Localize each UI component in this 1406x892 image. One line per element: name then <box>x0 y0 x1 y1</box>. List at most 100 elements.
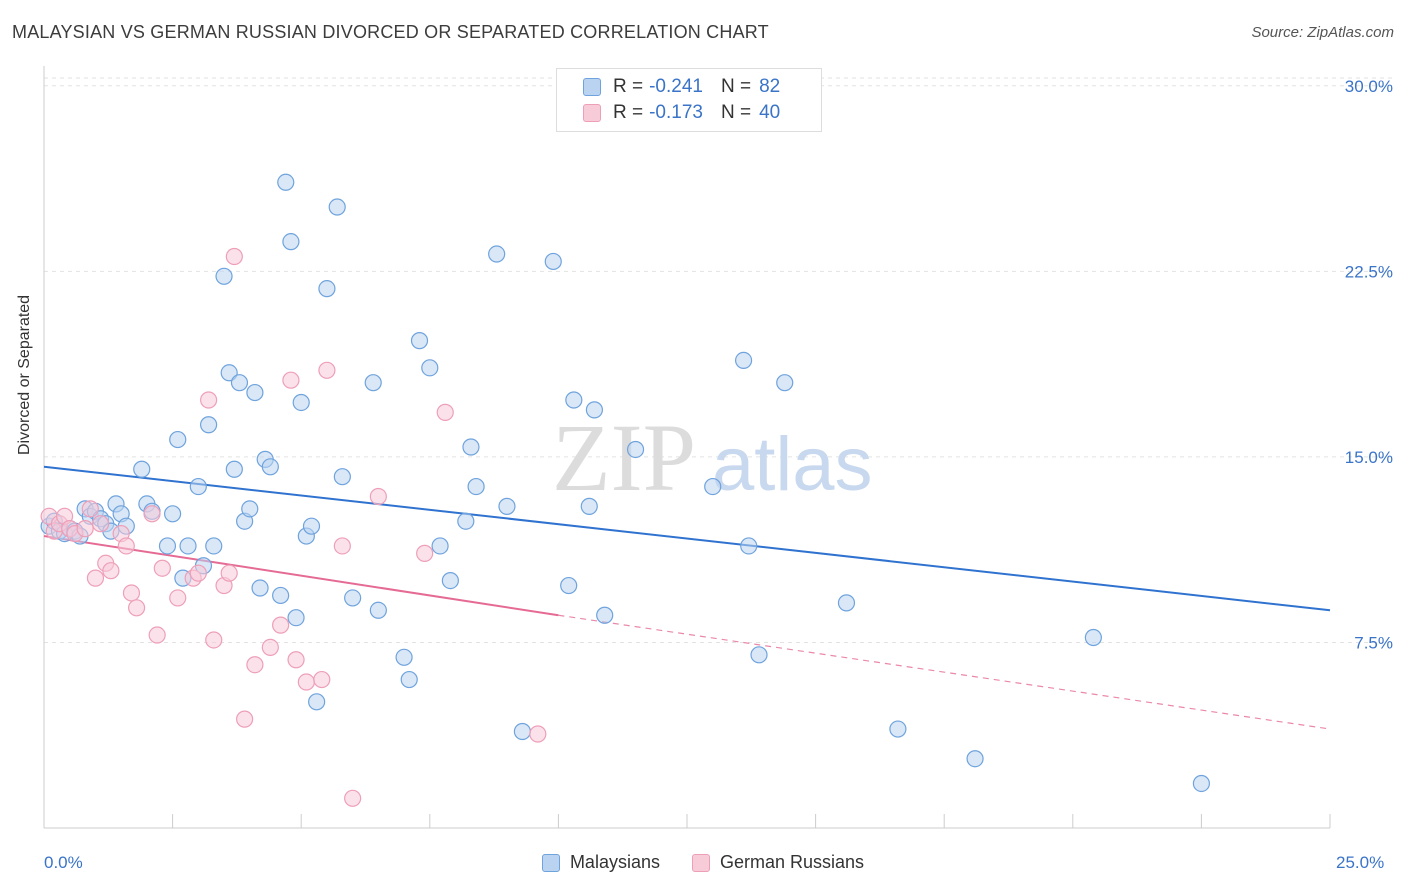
point-german-russians <box>143 505 161 523</box>
legend-label-german-russians: German Russians <box>719 852 865 872</box>
point-malaysians <box>282 233 300 251</box>
x-tick-label-min: 0.0% <box>44 853 83 872</box>
axis-layer <box>43 66 1331 829</box>
point-malaysians <box>333 468 351 486</box>
y-tick-label: 30.0% <box>1345 77 1393 96</box>
point-malaysians <box>462 438 480 456</box>
point-malaysians <box>179 537 197 555</box>
point-malaysians <box>364 374 382 392</box>
point-german-russians <box>344 789 362 807</box>
point-german-russians <box>102 562 120 580</box>
point-german-russians <box>225 247 243 266</box>
point-malaysians <box>292 393 310 412</box>
point-malaysians <box>272 586 290 605</box>
source-label: Source: ZipAtlas.com <box>1251 24 1394 41</box>
point-malaysians <box>261 458 279 476</box>
legend-n-value: 40 <box>759 102 781 123</box>
point-malaysians <box>302 517 321 535</box>
point-malaysians <box>421 359 439 377</box>
point-german-russians <box>153 559 171 577</box>
legend-n-label: N = <box>720 102 752 123</box>
point-german-russians <box>91 515 110 533</box>
point-german-russians <box>122 584 141 602</box>
point-malaysians <box>1084 628 1102 647</box>
point-malaysians <box>596 606 614 624</box>
watermark-atlas: atlas <box>712 422 873 507</box>
point-german-russians <box>148 626 166 644</box>
point-german-russians <box>313 670 331 689</box>
point-malaysians <box>776 374 794 392</box>
point-malaysians <box>704 477 722 496</box>
legend-r-label: R = <box>613 76 644 97</box>
point-malaysians <box>513 722 531 741</box>
point-malaysians <box>750 646 768 664</box>
grid-layer <box>44 77 1394 643</box>
legend-r-value: -0.173 <box>649 102 703 123</box>
point-german-russians <box>282 371 300 389</box>
watermark: ZIP atlas <box>552 404 873 511</box>
point-german-russians <box>205 631 223 649</box>
watermark-zip: ZIP <box>552 404 696 511</box>
point-malaysians <box>1192 774 1211 793</box>
point-malaysians <box>560 576 578 595</box>
point-malaysians <box>200 416 218 434</box>
point-malaysians <box>344 589 362 607</box>
point-malaysians <box>241 500 259 518</box>
legend-row-german-russians: R = -0.173 N = 40 <box>583 100 780 126</box>
series-legend: Malaysians German Russians <box>0 852 1406 873</box>
point-malaysians <box>369 601 387 619</box>
point-malaysians <box>457 512 475 530</box>
y-tick-label: 22.5% <box>1345 262 1393 281</box>
point-german-russians <box>200 391 218 409</box>
point-malaysians <box>158 537 177 555</box>
point-malaysians <box>189 477 207 496</box>
point-german-russians <box>333 537 351 555</box>
point-malaysians <box>544 252 562 271</box>
point-malaysians <box>626 440 645 459</box>
point-german-russians <box>86 569 105 587</box>
x-tick-label-max: 25.0% <box>1336 853 1385 872</box>
y-tick-label: 15.0% <box>1345 448 1393 467</box>
point-malaysians <box>410 332 429 350</box>
point-malaysians <box>205 537 223 555</box>
point-malaysians <box>740 537 758 555</box>
point-german-russians <box>236 710 254 728</box>
point-malaysians <box>230 374 249 392</box>
point-malaysians <box>565 391 583 409</box>
point-malaysians <box>133 460 151 478</box>
point-german-russians <box>189 564 207 582</box>
point-malaysians <box>400 670 418 689</box>
point-german-russians <box>416 544 434 562</box>
legend-swatch-pink <box>691 853 710 872</box>
point-malaysians <box>164 505 182 523</box>
point-german-russians <box>436 403 454 421</box>
legend-swatch-blue <box>541 853 560 872</box>
point-malaysians <box>395 648 413 666</box>
point-german-russians <box>127 599 146 617</box>
point-malaysians <box>467 477 485 496</box>
point-malaysians <box>308 693 326 711</box>
point-german-russians <box>297 673 315 691</box>
point-german-russians <box>76 520 94 538</box>
point-malaysians <box>889 720 907 738</box>
point-malaysians <box>488 245 506 263</box>
y-tick-labels: 7.5% 15.0% 22.5% 30.0% <box>1345 77 1393 653</box>
point-malaysians <box>585 401 604 419</box>
point-malaysians <box>966 750 984 768</box>
point-malaysians <box>498 497 516 515</box>
point-malaysians <box>225 460 243 478</box>
point-malaysians <box>251 579 269 597</box>
legend-r-value: -0.241 <box>649 76 703 97</box>
point-german-russians <box>287 651 305 669</box>
legend-item-german-russians[interactable]: German Russians <box>691 852 865 873</box>
point-german-russians <box>220 564 238 582</box>
point-malaysians <box>431 537 449 555</box>
point-german-russians <box>117 537 135 555</box>
legend-row-malaysians: R = -0.241 N = 82 <box>583 74 780 100</box>
legend-swatch-blue <box>583 78 601 96</box>
point-malaysians <box>318 280 336 298</box>
legend-item-malaysians[interactable]: Malaysians <box>541 852 660 873</box>
point-malaysians <box>837 594 856 612</box>
trend-line-extension <box>558 614 1331 730</box>
